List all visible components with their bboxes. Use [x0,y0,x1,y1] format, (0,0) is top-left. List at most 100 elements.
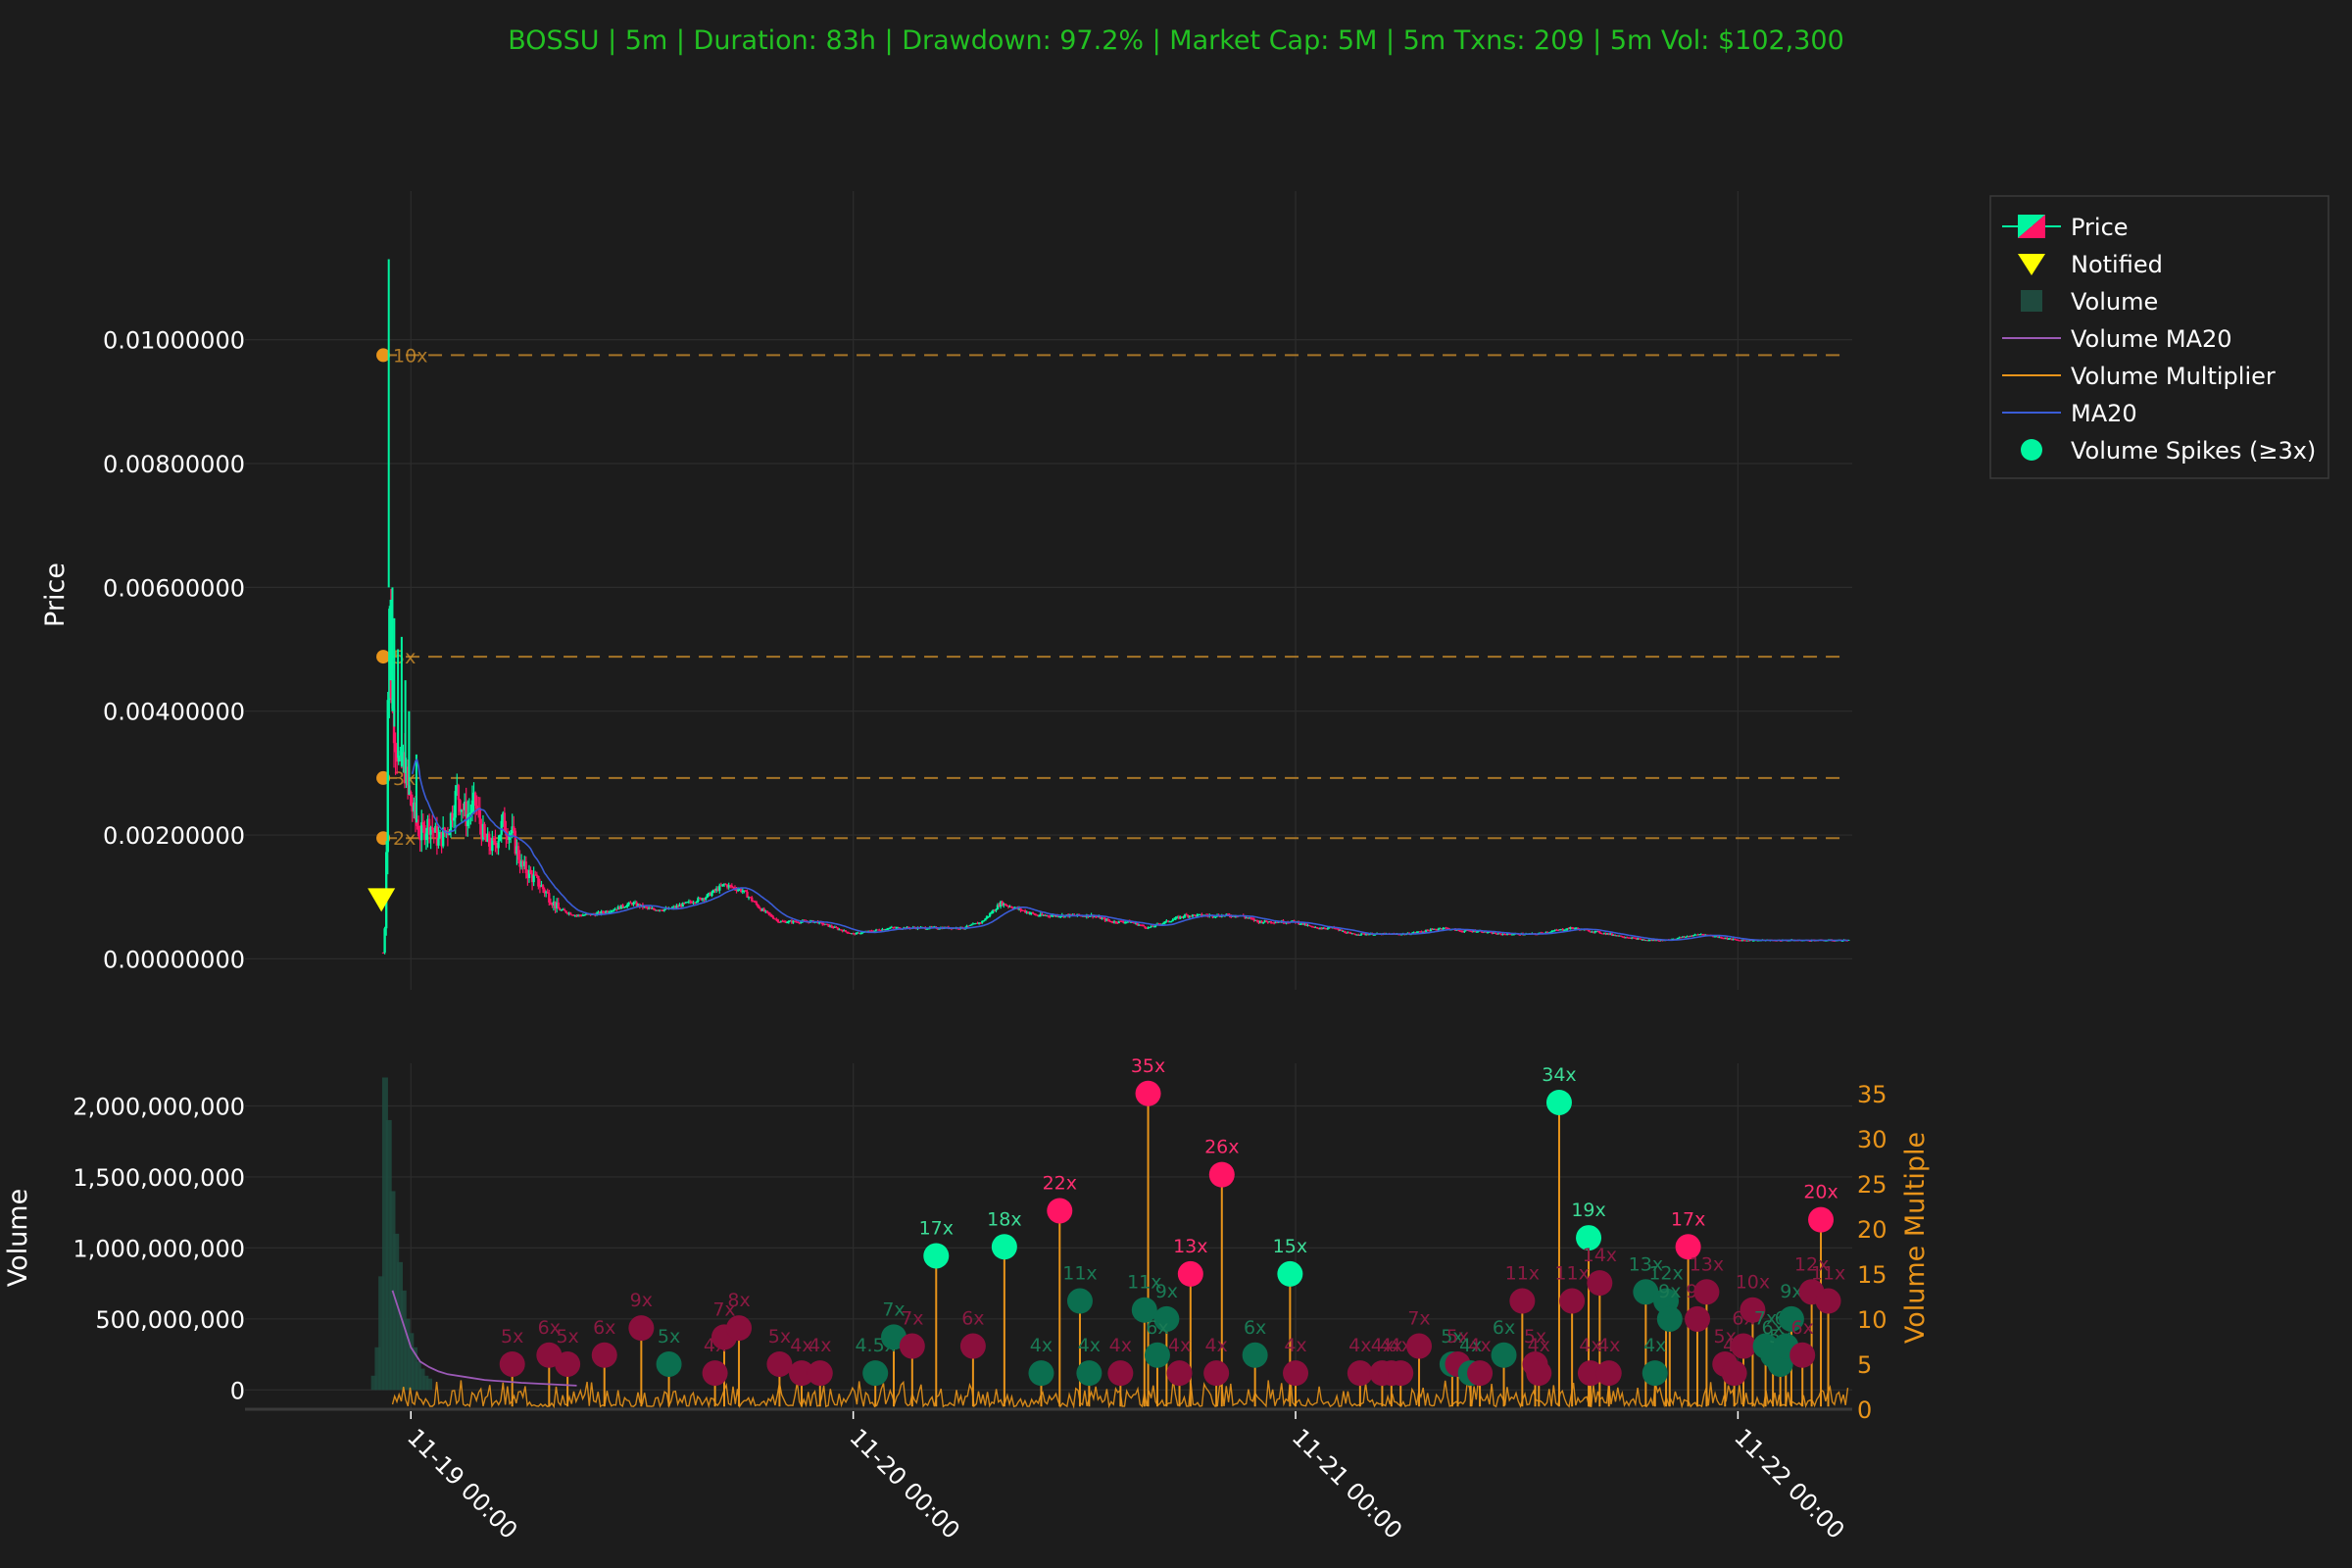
candle-up [1368,934,1371,936]
candle-up [695,901,698,903]
volume-spike-dot [1509,1288,1536,1314]
candle-up [1552,930,1555,932]
level-marker [376,348,391,363]
volume-spike-dot [1283,1360,1309,1387]
candle-down [1229,915,1233,917]
volume-spike-label: 8x [727,1290,750,1311]
candle-up [999,901,1003,906]
candle-up [1506,933,1509,935]
volume-spike-dot [991,1234,1017,1260]
candle-up [1575,927,1579,929]
candle-up [511,826,514,834]
candle-down [729,885,732,887]
candle-down [1723,938,1726,940]
candle-down [1337,928,1341,931]
volume-spike-label: 11x [1811,1263,1845,1285]
candle-down [1340,929,1344,932]
candle-up [472,792,475,801]
candle-up [1101,917,1103,919]
candle-down [410,792,413,806]
candle-down [660,909,662,911]
candle-down [440,831,443,847]
multiple-tick-label: 25 [1857,1171,1887,1199]
multiple-tick-label: 10 [1857,1306,1887,1334]
volume-spike-label: 4x [1030,1335,1053,1356]
volume-spike-label: 4x [1168,1335,1191,1356]
candle-down [1474,930,1477,932]
volume-spike-label: 7x [712,1298,735,1320]
candle-down [1250,918,1254,920]
candle-down [1607,933,1610,935]
candle-up [1355,934,1358,936]
candle-up [434,826,437,833]
candle-up [1412,932,1415,934]
candle-up [779,921,783,923]
volume-bar [418,1368,425,1391]
candle-down [679,905,683,907]
candle-down [1428,930,1431,932]
candle-down [421,822,425,826]
volume-spike-dot [1642,1360,1668,1387]
volume-spike-label: 7x [901,1308,923,1330]
candle-down [762,908,765,912]
volume-bar [426,1378,433,1391]
candle-up [613,908,616,910]
volume-spike-label: 9x [1780,1281,1802,1302]
candle-down [798,922,801,924]
volume-y-axis-label: Volume [3,1189,33,1287]
volume-spike-label: 9x [1658,1281,1681,1302]
candle-up [838,929,841,931]
candle-up [1694,934,1698,936]
candle-down [1019,907,1022,910]
volume-spike-label: 17x [919,1217,954,1239]
candle-down [1111,922,1114,924]
candle-down [557,903,560,909]
candle-down [1613,935,1617,937]
candle-down [406,766,410,786]
candle-up [1605,933,1609,935]
candle-down [1469,930,1472,932]
volume-tick-label: 500,000,000 [95,1306,245,1334]
candle-up [605,910,608,913]
candle-down [703,898,706,900]
candle-down [1702,934,1706,936]
candle-up [1028,912,1032,914]
candle-down [1193,914,1196,916]
candle-down [1780,940,1783,942]
candle-down [1598,931,1601,934]
volume-spike-label: 4x [1643,1335,1666,1356]
candle-down [1596,931,1599,933]
candle-up [874,929,878,931]
candle-down [543,889,546,894]
candle-down [1833,940,1837,942]
candle-up [655,909,659,911]
candle-up [397,757,400,762]
volume-spike-dot [1467,1360,1494,1387]
candle-down [821,922,824,925]
candle-up [567,912,570,914]
candle-up [1624,937,1628,939]
candle-down [1690,935,1693,937]
candle-up [1647,940,1650,942]
candle-up [463,801,466,810]
candle-down [1504,934,1507,936]
volume-spike-label: 5x [1446,1326,1469,1348]
volume-spike-dot [1208,1161,1235,1188]
candle-down [1055,914,1059,917]
candle-up [523,861,526,866]
price-tick-label: 0.00000000 [103,946,245,973]
candle-down [735,889,738,891]
candle-up [1681,936,1685,938]
candle-up [1347,932,1349,934]
candle-up [460,809,464,812]
candle-up [977,922,981,924]
candle-up [632,903,635,906]
candle-up [1748,940,1752,942]
candle-up [1455,929,1458,931]
candle-down [1502,933,1506,935]
volume-grid [245,1063,1852,1411]
candle-up [1595,931,1598,933]
multiple-tick-label: 15 [1857,1261,1887,1289]
candle-up [1152,926,1156,928]
